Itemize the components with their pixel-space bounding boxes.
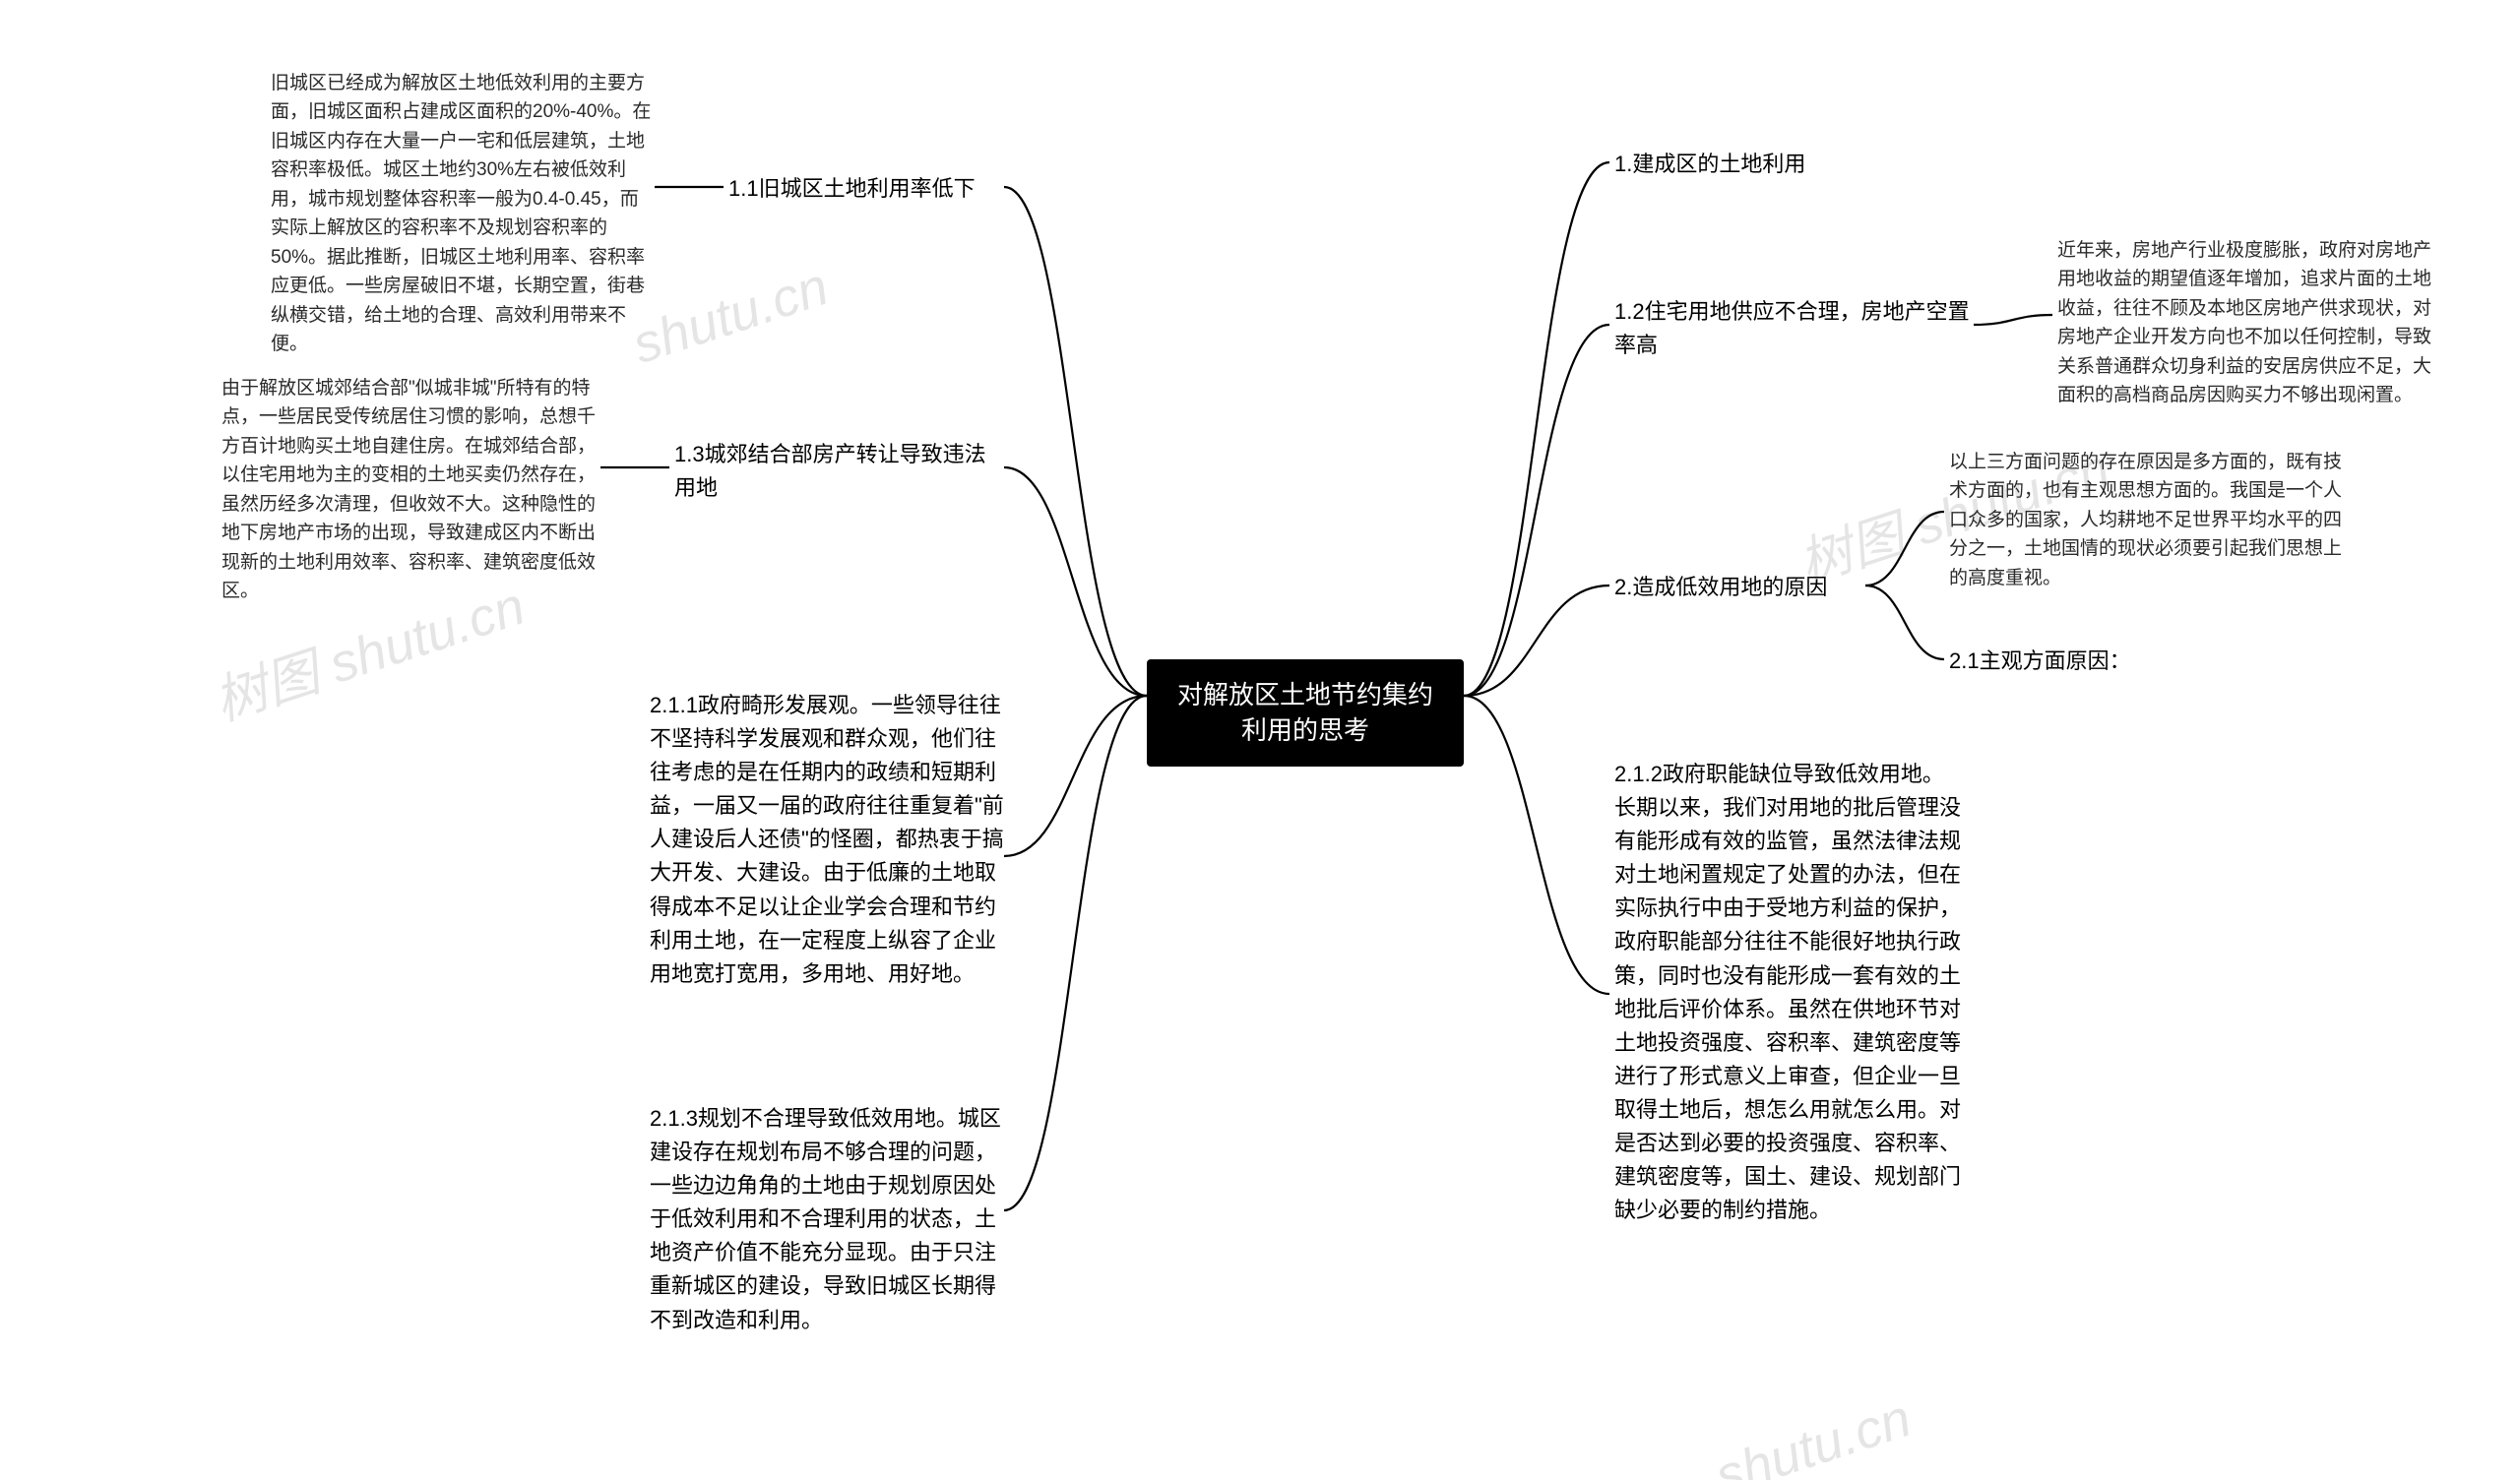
branch-b1: 1.建成区的土地利用 [1614, 148, 2028, 181]
branch-b4-label: 2.1.2政府职能缺位导致低效用地。长期以来，我们对用地的批后管理没有能形成有效… [1614, 762, 1961, 1222]
watermark: shutu.cn [625, 256, 835, 376]
branch-b3-child-label: 2.1主观方面原因： [1949, 648, 2131, 673]
branch-l4: 2.1.3规划不合理导致低效用地。城区建设存在规划布局不够合理的问题，一些边边角… [650, 1102, 1004, 1337]
branch-l1-label: 1.1旧城区土地利用率低下 [728, 176, 976, 201]
branch-l1: 1.1旧城区土地利用率低下 [728, 172, 1004, 206]
branch-b1-label: 1.建成区的土地利用 [1614, 152, 1805, 176]
branch-l1-desc: 旧城区已经成为解放区土地低效利用的主要方面，旧城区面积占建成区面积的20%-40… [271, 69, 655, 358]
branch-b2-label: 1.2住宅用地供应不合理，房地产空置率高 [1614, 299, 1970, 357]
branch-b2-desc: 近年来，房地产行业极度膨胀，政府对房地产用地收益的期望值逐年增加，追求片面的土地… [2057, 236, 2441, 410]
branch-l2-label: 1.3城郊结合部房产转让导致违法用地 [674, 442, 986, 500]
branch-l4-label: 2.1.3规划不合理导致低效用地。城区建设存在规划布局不够合理的问题，一些边边角… [650, 1106, 1001, 1332]
branch-b3: 2.造成低效用地的原因 [1614, 571, 1870, 604]
branch-b3-child: 2.1主观方面原因： [1949, 645, 2244, 678]
root-label: 对解放区土地节约集约利用的思考 [1177, 680, 1433, 745]
watermark: shutu.cn [1708, 1388, 1918, 1480]
branch-b4: 2.1.2政府职能缺位导致低效用地。长期以来，我们对用地的批后管理没有能形成有效… [1614, 758, 1964, 1227]
branch-l2-desc: 由于解放区城郊结合部"似城非城"所特有的特点，一些居民受传统居住习惯的影响，总想… [221, 374, 600, 606]
branch-b3-label: 2.造成低效用地的原因 [1614, 575, 1827, 599]
branch-l2-desc-text: 由于解放区城郊结合部"似城非城"所特有的特点，一些居民受传统居住习惯的影响，总想… [221, 378, 596, 601]
branch-l1-desc-text: 旧城区已经成为解放区土地低效利用的主要方面，旧城区面积占建成区面积的20%-40… [271, 73, 651, 354]
mindmap-canvas: shutu.cn 树图 shutu.cn 树图 shutu.cn shutu.c… [0, 0, 2520, 1480]
branch-b3-desc-text: 以上三方面问题的存在原因是多方面的，既有技术方面的，也有主观思想方面的。我国是一… [1949, 452, 2342, 588]
branch-l3: 2.1.1政府畸形发展观。一些领导往往不坚持科学发展观和群众观，他们往往考虑的是… [650, 689, 1004, 991]
branch-b2: 1.2住宅用地供应不合理，房地产空置率高 [1614, 295, 1974, 362]
root-node: 对解放区土地节约集约利用的思考 [1147, 659, 1464, 767]
branch-l2: 1.3城郊结合部房产转让导致违法用地 [674, 438, 1004, 505]
branch-b2-desc-text: 近年来，房地产行业极度膨胀，政府对房地产用地收益的期望值逐年增加，追求片面的土地… [2057, 240, 2431, 405]
branch-l3-label: 2.1.1政府畸形发展观。一些领导往往不坚持科学发展观和群众观，他们往往考虑的是… [650, 693, 1004, 986]
branch-b3-desc: 以上三方面问题的存在原因是多方面的，既有技术方面的，也有主观思想方面的。我国是一… [1949, 448, 2343, 592]
